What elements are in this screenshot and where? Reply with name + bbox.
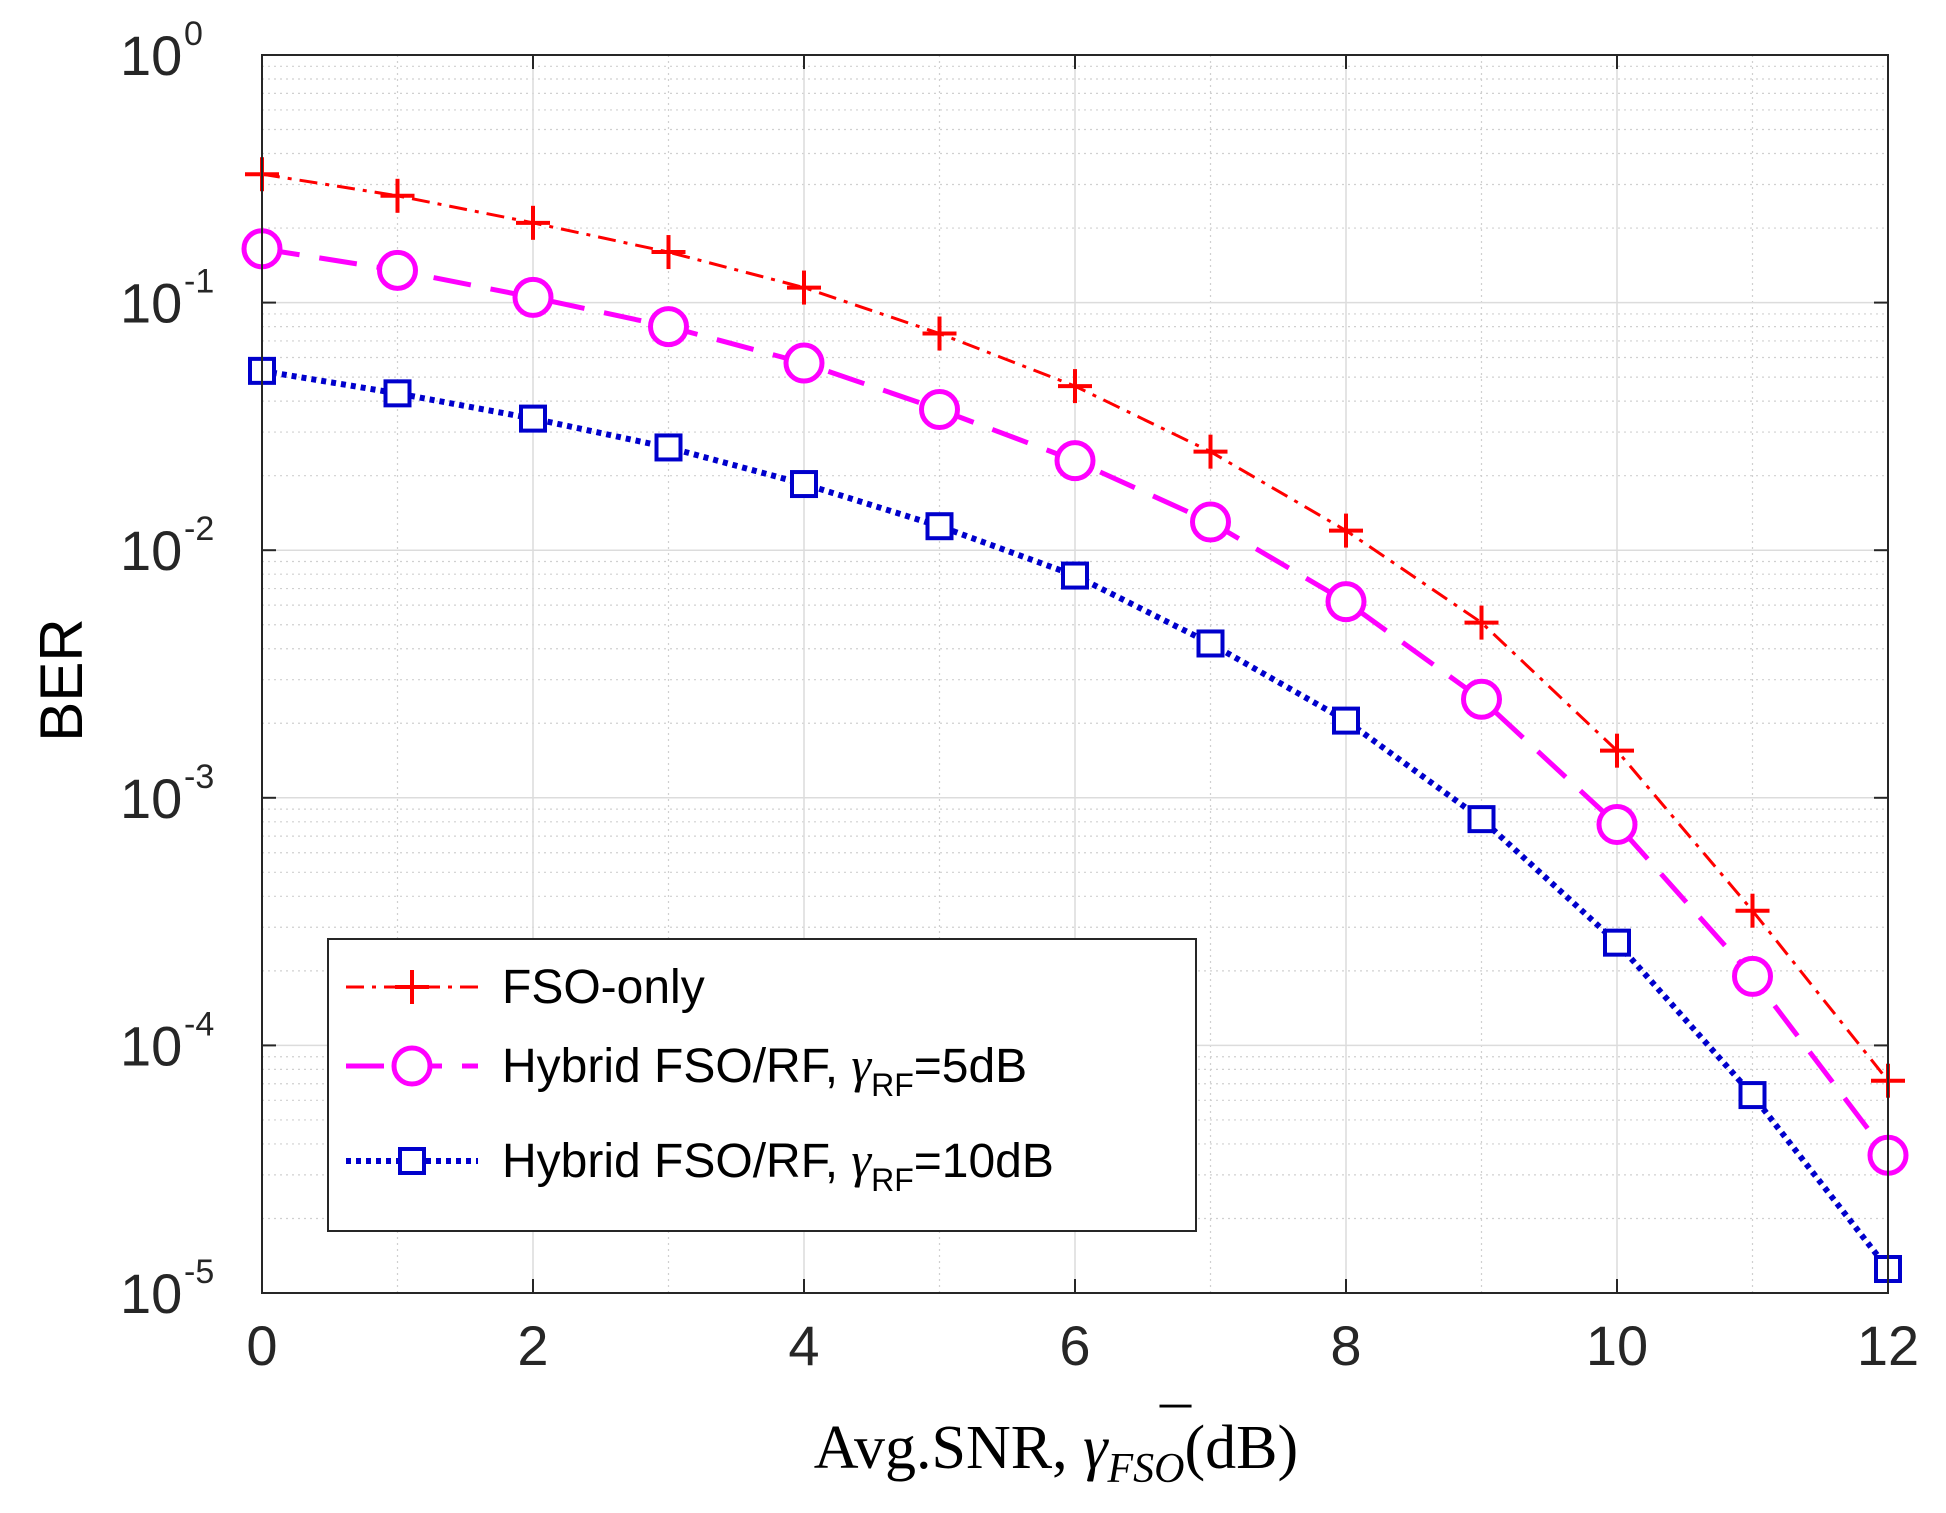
legend-entry-hybrid-5db: Hybrid FSO/RF, γRF=5dB: [346, 1037, 1027, 1103]
legend-entry-fso-only: FSO-only: [346, 961, 705, 1014]
data-point-hybrid-10db: [1738, 1081, 1767, 1110]
y-tick-label: 10 0: [120, 15, 203, 87]
y-tick-label: 10 -4: [120, 1005, 214, 1077]
legend-label-hybrid-5db-sub: RF: [871, 1067, 914, 1103]
data-point-fso-only: [1329, 513, 1363, 548]
x-axis-label-subscript: FSO: [1107, 1446, 1185, 1492]
series-layer: [241, 157, 1909, 1284]
x-tick-label: 2: [517, 1314, 548, 1377]
data-point-hybrid-10db: [1332, 706, 1360, 735]
data-point-fso-only: [922, 316, 957, 351]
y-tick-label-base: 10: [120, 519, 182, 582]
x-axis-label-suffix: (dB): [1185, 1414, 1299, 1482]
y-tick-label-base: 10: [120, 1262, 182, 1325]
data-point-hybrid-5db: [512, 276, 554, 318]
legend-label-fso-only: FSO-only: [502, 961, 705, 1014]
legend-entry-hybrid-10db: Hybrid FSO/RF, γRF=10dB: [346, 1132, 1054, 1198]
x-tick-label: 8: [1330, 1314, 1361, 1377]
y-tick-label: 10 -1: [120, 263, 214, 335]
data-point-fso-only: [380, 178, 415, 213]
data-point-hybrid-10db: [1467, 805, 1496, 834]
legend-sample-fso-only: [346, 970, 478, 1004]
data-point-fso-only: [1058, 369, 1092, 404]
y-tick-label-exponent: -4: [184, 1005, 214, 1043]
data-point-hybrid-5db: [377, 249, 418, 291]
legend-label-hybrid-5db-suffix: =5dB: [914, 1040, 1027, 1093]
legend-label-hybrid-10db-name: Hybrid FSO/RF,: [502, 1135, 851, 1188]
data-point-hybrid-10db: [1603, 928, 1631, 957]
legend-marker-hybrid-10db: [398, 1147, 426, 1175]
legend-marker-fso-only: [395, 970, 429, 1004]
y-tick-label-exponent: -3: [184, 758, 214, 796]
data-point-fso-only: [651, 235, 686, 270]
y-tick-label-exponent: -2: [184, 510, 214, 548]
y-tick-label-exponent: -1: [184, 263, 214, 301]
data-point-hybrid-10db: [654, 433, 683, 462]
y-tick-label-base: 10: [120, 767, 182, 830]
data-point-hybrid-5db: [783, 342, 825, 384]
x-axis-ticks: 0 2 4 6 8 10 12: [246, 55, 1919, 1377]
y-tick-label: 10 -2: [120, 510, 214, 582]
data-point-hybrid-5db: [1461, 678, 1502, 720]
y-tick-label: 10 -3: [120, 758, 214, 830]
legend-label-hybrid-5db-name: Hybrid FSO/RF,: [502, 1040, 851, 1093]
data-point-fso-only: [1600, 733, 1634, 768]
y-tick-label: 10 -5: [120, 1253, 214, 1325]
legend-label-hybrid-10db-suffix: =10dB: [914, 1135, 1054, 1188]
x-tick-label: 10: [1586, 1314, 1648, 1377]
x-tick-label: 4: [788, 1314, 819, 1377]
x-axis-label-bar: ¯: [1159, 1398, 1192, 1466]
series-hybrid-10db: [248, 356, 1902, 1284]
x-axis-label-prefix: Avg.SNR,: [814, 1414, 1083, 1482]
legend: FSO-only Hybrid FSO/RF, γRF=5dB Hybrid F…: [327, 938, 1197, 1232]
x-tick-label: 12: [1857, 1314, 1919, 1377]
data-point-hybrid-10db: [519, 404, 547, 433]
legend-sample-hybrid-5db: [346, 1045, 478, 1087]
x-tick-label: 6: [1059, 1314, 1090, 1377]
y-tick-label-exponent: 0: [184, 15, 203, 53]
data-point-fso-only: [1464, 605, 1499, 640]
y-tick-label-base: 10: [120, 272, 182, 335]
y-axis-label: BER: [28, 618, 95, 741]
legend-label-hybrid-5db: Hybrid FSO/RF, γRF=5dB: [502, 1037, 1027, 1103]
x-axis-label: Avg.SNR, γFSO(dB): [814, 1414, 1298, 1492]
data-point-fso-only: [1735, 893, 1770, 928]
data-point-hybrid-10db: [383, 379, 412, 408]
data-point-hybrid-5db: [1325, 581, 1367, 623]
data-point-fso-only: [516, 205, 550, 240]
x-tick-label: 0: [246, 1314, 277, 1377]
y-tick-label-base: 10: [120, 1014, 182, 1077]
y-tick-label-base: 10: [120, 24, 182, 87]
legend-label-hybrid-10db-gamma: γ: [851, 1132, 872, 1188]
data-point-hybrid-5db: [1732, 955, 1773, 997]
data-point-hybrid-5db: [648, 306, 689, 348]
data-point-hybrid-5db: [919, 389, 960, 431]
legend-sample-hybrid-10db: [346, 1147, 478, 1175]
data-point-fso-only: [1193, 434, 1228, 469]
data-point-hybrid-5db: [1596, 804, 1638, 846]
data-point-hybrid-5db: [1190, 501, 1231, 543]
data-point-hybrid-5db: [1054, 440, 1096, 482]
data-point-fso-only: [787, 270, 821, 305]
legend-label-hybrid-10db-sub: RF: [871, 1162, 914, 1198]
legend-marker-hybrid-5db: [391, 1045, 433, 1087]
data-point-hybrid-10db: [925, 512, 954, 541]
legend-label-hybrid-10db: Hybrid FSO/RF, γRF=10dB: [502, 1132, 1054, 1198]
y-tick-label-exponent: -5: [184, 1253, 214, 1291]
data-point-hybrid-10db: [1196, 629, 1225, 658]
x-axis-label-gamma: γ: [1083, 1414, 1109, 1482]
series-hybrid-5db: [241, 228, 1909, 1176]
data-point-hybrid-10db: [790, 470, 818, 499]
data-point-hybrid-10db: [1061, 561, 1089, 590]
legend-label-hybrid-5db-gamma: γ: [851, 1037, 872, 1093]
